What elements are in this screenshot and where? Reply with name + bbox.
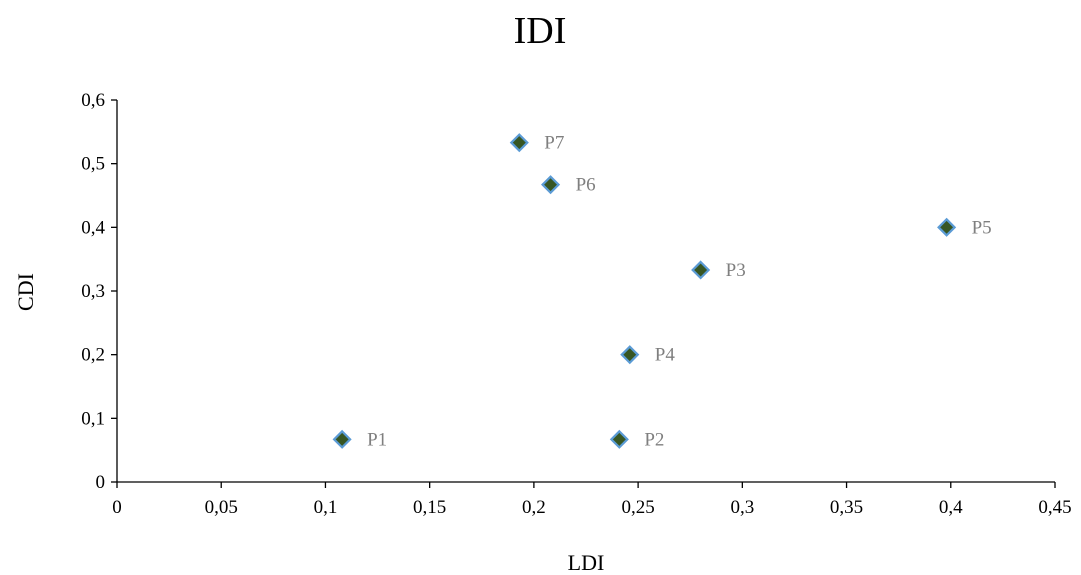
point-label: P3 — [726, 260, 746, 281]
x-tick-label: 0,1 — [314, 497, 338, 518]
point-label: P6 — [576, 175, 596, 196]
x-tick-label: 0,25 — [621, 497, 654, 518]
y-tick-label: 0,2 — [81, 345, 105, 366]
y-tick-label: 0,6 — [81, 90, 105, 111]
y-tick-label: 0 — [96, 472, 106, 493]
data-point-p7: P7 — [509, 133, 564, 154]
point-marker — [937, 217, 957, 237]
x-tick-label: 0,05 — [205, 497, 238, 518]
data-point-p6: P6 — [541, 175, 596, 196]
x-tick-label: 0,45 — [1038, 497, 1071, 518]
x-tick-label: 0,4 — [939, 497, 963, 518]
x-tick-label: 0,2 — [522, 497, 546, 518]
y-axis-title: CDI — [13, 273, 38, 311]
x-tick-label: 0,3 — [730, 497, 754, 518]
axes: 0 0,05 0,1 0,15 0,2 0,25 0,3 0,35 0,4 0,45 0 0,1 0,2… — [81, 90, 1071, 518]
y-tick-label: 0,5 — [81, 154, 105, 175]
chart-title: IDI — [514, 10, 567, 52]
x-tick-label: 0,35 — [830, 497, 863, 518]
point-marker — [332, 429, 352, 449]
data-points: P1 P2 P3 P4 P5 P6 P7 — [332, 133, 992, 450]
x-axis-title: LDI — [568, 550, 605, 575]
point-marker — [620, 345, 640, 365]
data-point-p4: P4 — [620, 345, 676, 366]
data-point-p3: P3 — [691, 260, 746, 281]
point-label: P4 — [655, 345, 676, 366]
point-marker — [691, 260, 711, 280]
y-tick-label: 0,1 — [81, 408, 105, 429]
data-point-p1: P1 — [332, 429, 387, 450]
data-point-p5: P5 — [937, 217, 992, 238]
point-label: P1 — [367, 429, 387, 450]
data-point-p2: P2 — [609, 429, 664, 450]
point-label: P2 — [644, 429, 664, 450]
x-tick-label: 0 — [112, 497, 122, 518]
y-tick-label: 0,3 — [81, 281, 105, 302]
x-tick-label: 0,15 — [413, 497, 446, 518]
y-tick-label: 0,4 — [81, 217, 105, 238]
point-marker — [509, 133, 529, 153]
point-marker — [541, 175, 561, 195]
point-label: P7 — [544, 133, 564, 154]
point-label: P5 — [972, 217, 992, 238]
point-marker — [609, 429, 629, 449]
